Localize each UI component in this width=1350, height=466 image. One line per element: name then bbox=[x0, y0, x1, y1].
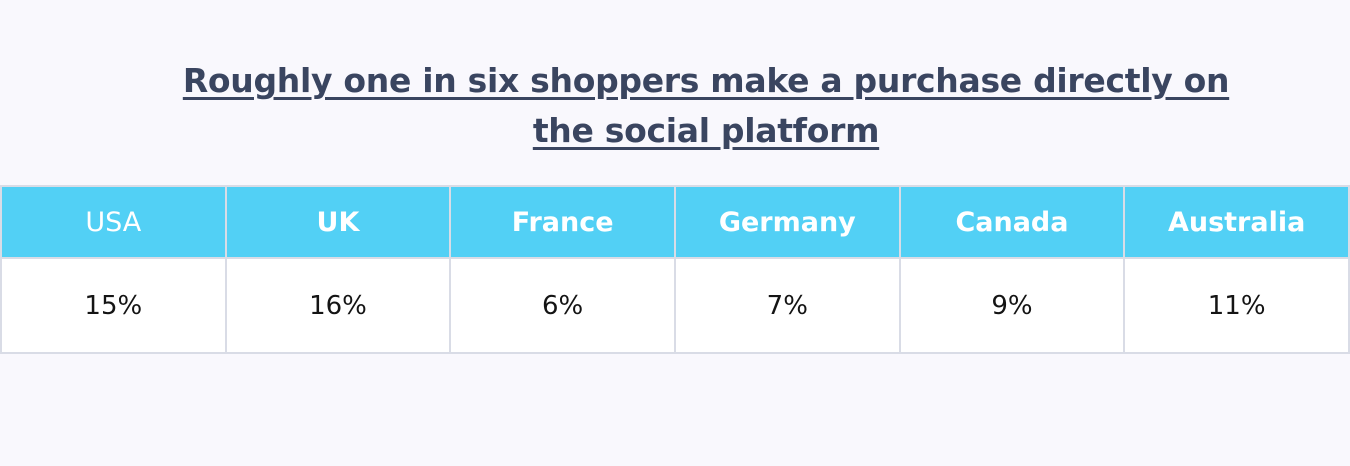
table-row: 15% 16% 6% 7% 9% 11% bbox=[0, 257, 1350, 354]
column-header-australia: Australia bbox=[1123, 185, 1350, 259]
cell-uk-value: 16% bbox=[224, 257, 452, 354]
column-header-usa: USA bbox=[0, 185, 227, 259]
header-row: USA UK France Germany Canada Australia bbox=[0, 185, 1350, 259]
table-header: USA UK France Germany Canada Australia bbox=[0, 185, 1350, 259]
column-header-germany: Germany bbox=[673, 185, 901, 259]
cell-germany-value: 7% bbox=[673, 257, 901, 354]
column-header-france: France bbox=[449, 185, 676, 259]
table-body: 15% 16% 6% 7% 9% 11% bbox=[0, 257, 1350, 354]
chart-title-container: Roughly one in six shoppers make a purch… bbox=[160, 56, 1252, 156]
cell-australia-value: 11% bbox=[1123, 257, 1350, 354]
column-header-canada: Canada bbox=[898, 185, 1126, 259]
cell-canada-value: 9% bbox=[898, 257, 1126, 354]
data-table: USA UK France Germany Canada Australia 1… bbox=[0, 185, 1350, 354]
chart-title: Roughly one in six shoppers make a purch… bbox=[182, 61, 1230, 150]
cell-usa-value: 15% bbox=[0, 257, 227, 354]
column-header-uk: UK bbox=[224, 185, 452, 259]
cell-france-value: 6% bbox=[449, 257, 676, 354]
